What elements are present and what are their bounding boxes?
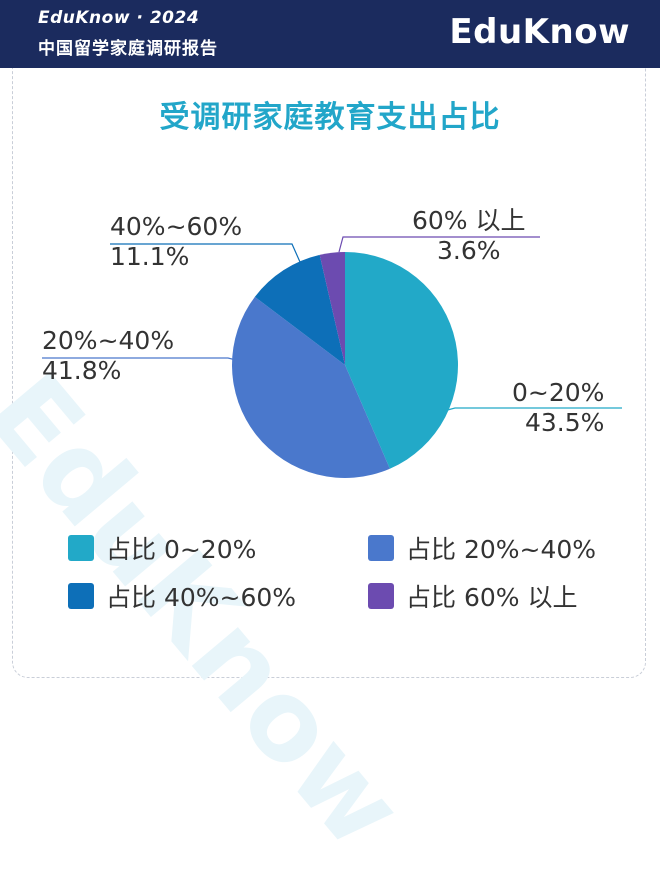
legend-label-20-40: 占比 20%~40%: [406, 535, 597, 564]
report-header: EduKnow · 2024 中国留学家庭调研报告 EduKnow: [0, 0, 660, 68]
slice-label-0-20: 0~20% 43.5%: [512, 378, 604, 438]
legend-swatch-60-plus: [368, 583, 394, 609]
slice-category-0-20: 0~20%: [512, 378, 605, 407]
pie-chart: [42, 236, 622, 479]
slice-category-20-40: 20%~40%: [42, 326, 175, 355]
pie-slice-20-40: [232, 296, 390, 479]
slice-category-60-plus: 60% 以上: [412, 206, 526, 235]
pie-slice-60-plus: [319, 252, 345, 365]
legend-item-20-40: 占比 20%~40%: [368, 530, 596, 566]
chart-card: [12, 68, 646, 678]
slice-label-20-40: 20%~40% 41.8%: [42, 326, 174, 386]
slice-label-40-60: 40%~60% 11.1%: [110, 212, 242, 272]
pie-slice-40-60: [254, 254, 345, 365]
eduknow-logo: EduKnow: [449, 12, 630, 52]
chart-title: 受调研家庭教育支出占比: [159, 100, 501, 135]
legend-item-60-plus: 占比 60% 以上: [368, 578, 577, 614]
legend-label-60-plus: 占比 60% 以上: [406, 583, 578, 612]
slice-value-40-60: 11.1%: [110, 242, 190, 271]
legend-label-40-60: 占比 40%~60%: [106, 583, 297, 612]
slice-category-40-60: 40%~60%: [110, 212, 243, 241]
leader-line-0-20: [439, 407, 622, 413]
header-brand-year: EduKnow · 2024: [38, 8, 200, 28]
slice-label-60-plus: 60% 以上 3.6%: [412, 206, 526, 266]
leader-line-20-40: [42, 357, 237, 361]
pie-slice-0-20: [345, 252, 458, 469]
slice-value-60-plus: 3.6%: [437, 236, 501, 265]
legend-label-0-20: 占比 0~20%: [106, 535, 257, 564]
leader-line-60-plus: [338, 236, 540, 253]
leader-line-40-60: [110, 243, 301, 263]
slice-value-0-20: 43.5%: [525, 408, 605, 437]
slice-value-20-40: 41.8%: [42, 356, 122, 385]
legend-swatch-0-20: [68, 535, 94, 561]
header-subtitle: 中国留学家庭调研报告: [38, 39, 218, 59]
legend-swatch-20-40: [368, 535, 394, 561]
legend-swatch-40-60: [68, 583, 94, 609]
legend-item-0-20: 占比 0~20%: [68, 530, 256, 566]
legend-item-40-60: 占比 40%~60%: [68, 578, 296, 614]
